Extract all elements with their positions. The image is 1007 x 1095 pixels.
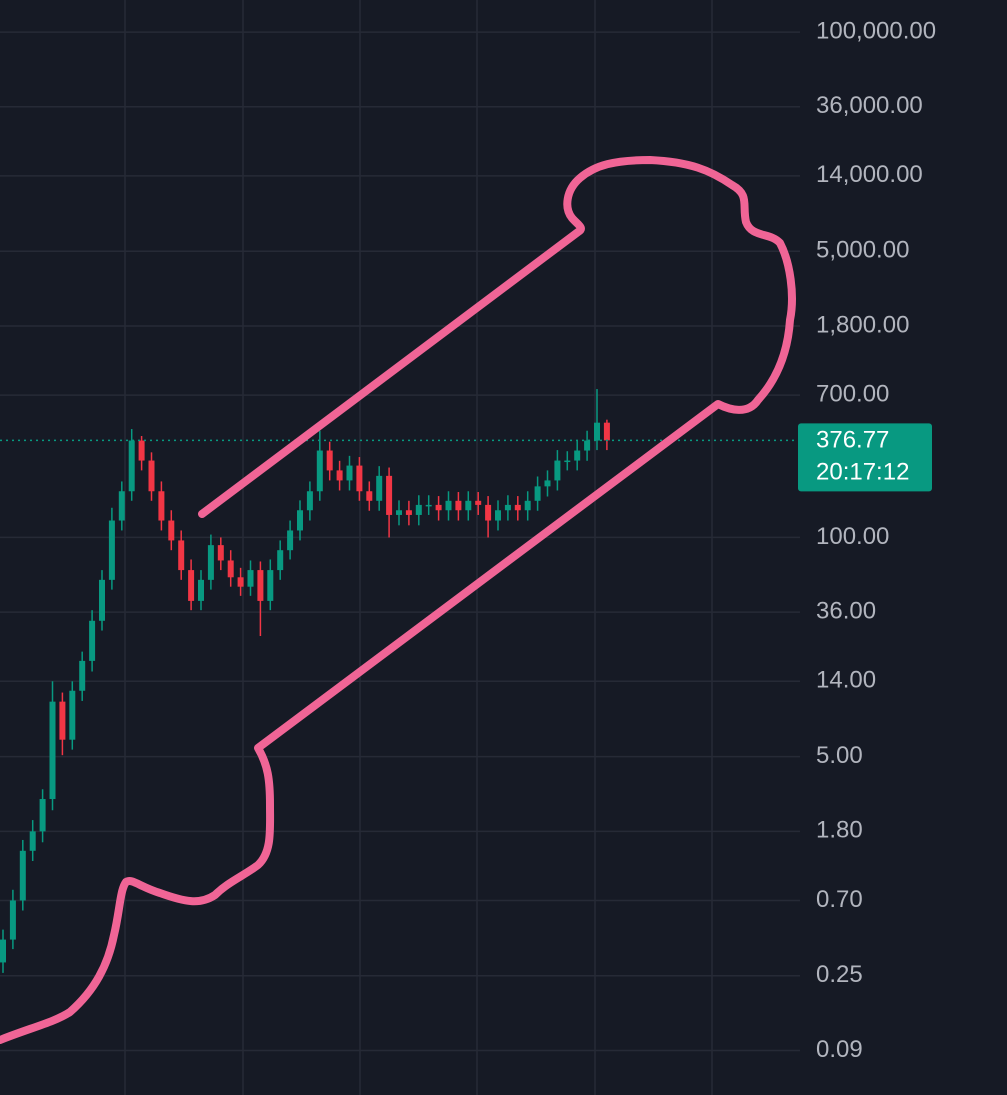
candle-body bbox=[316, 450, 323, 492]
y-tick-label: 5.00 bbox=[816, 742, 863, 769]
candle-body bbox=[0, 939, 6, 963]
candle-body bbox=[188, 570, 195, 601]
candle-body bbox=[356, 465, 363, 492]
candle-body bbox=[118, 491, 125, 521]
candle-body bbox=[435, 504, 442, 511]
candle-body bbox=[514, 504, 521, 511]
drawn-annotation bbox=[0, 156, 796, 1044]
candle-body bbox=[455, 500, 462, 511]
candles bbox=[0, 389, 610, 973]
countdown-label: 20:17:12 bbox=[816, 459, 909, 486]
price-axis: 100,000.00 36,000.00 14,000.00 5,000.00 1,80… bbox=[798, 17, 936, 1063]
candle-body bbox=[554, 460, 561, 481]
candle-body bbox=[495, 510, 501, 521]
candle-body bbox=[257, 570, 264, 601]
last-price-label: 376.77 bbox=[816, 427, 889, 454]
candle-body bbox=[346, 465, 353, 481]
y-tick-label: 14,000.00 bbox=[816, 161, 923, 188]
y-tick-label: 36,000.00 bbox=[816, 92, 923, 119]
y-tick-label: 36.00 bbox=[816, 598, 876, 625]
candle-body bbox=[584, 440, 591, 451]
candle-body bbox=[326, 450, 333, 471]
candle-body bbox=[544, 480, 551, 487]
candle-body bbox=[405, 510, 412, 515]
candle-body bbox=[425, 504, 432, 507]
candle-body bbox=[207, 545, 214, 580]
candle-body bbox=[168, 520, 175, 541]
candle-body bbox=[603, 422, 610, 441]
horizontal-grid bbox=[0, 31, 800, 1052]
candle-body bbox=[415, 504, 422, 515]
candle-body bbox=[504, 504, 511, 511]
y-tick-label: 0.25 bbox=[816, 961, 863, 988]
candle-body bbox=[99, 579, 105, 621]
candle-body bbox=[396, 510, 402, 515]
candle-body bbox=[366, 491, 373, 501]
candle-body bbox=[79, 660, 86, 691]
candle-body bbox=[336, 470, 343, 481]
candle-body bbox=[108, 520, 115, 580]
candle-body bbox=[237, 577, 244, 587]
candle-body bbox=[287, 530, 294, 551]
candle-body bbox=[59, 701, 66, 740]
candle-body bbox=[574, 450, 581, 461]
candle-body bbox=[247, 570, 254, 587]
candle-body bbox=[485, 504, 492, 521]
y-tick-label: 14.00 bbox=[816, 667, 876, 694]
candle-body bbox=[19, 850, 26, 901]
candle-body bbox=[277, 550, 284, 571]
candle-body bbox=[198, 579, 204, 601]
candle-body bbox=[29, 831, 36, 851]
y-tick-label: 700.00 bbox=[816, 380, 889, 407]
y-tick-label: 100.00 bbox=[816, 523, 889, 550]
candle-body bbox=[534, 486, 541, 501]
candle-body bbox=[148, 460, 155, 492]
candle-body bbox=[475, 500, 482, 505]
candle-body bbox=[39, 799, 46, 832]
candle-body bbox=[227, 560, 234, 578]
candle-body bbox=[267, 570, 274, 601]
y-tick-label: 100,000.00 bbox=[816, 17, 936, 44]
candle-body bbox=[445, 500, 452, 511]
candle-body bbox=[386, 475, 393, 515]
y-tick-label: 5,000.00 bbox=[816, 237, 909, 264]
y-tick-label: 0.09 bbox=[816, 1036, 863, 1063]
y-tick-label: 1.80 bbox=[816, 817, 863, 844]
y-tick-label: 1,800.00 bbox=[816, 311, 909, 338]
candle-body bbox=[306, 491, 313, 511]
candle-body bbox=[594, 422, 600, 441]
y-tick-label: 0.70 bbox=[816, 886, 863, 913]
candle-body bbox=[524, 500, 531, 511]
candle-body bbox=[89, 620, 96, 661]
vertical-grid bbox=[124, 0, 713, 1095]
candle-body bbox=[128, 440, 135, 492]
candle-body bbox=[564, 460, 571, 463]
candle-body bbox=[376, 475, 383, 501]
candle-body bbox=[178, 540, 185, 571]
candle-body bbox=[217, 545, 224, 561]
candle-body bbox=[138, 440, 145, 461]
candle-body bbox=[465, 500, 472, 511]
candle-body bbox=[158, 491, 165, 521]
candle-body bbox=[297, 510, 303, 531]
candle-body bbox=[49, 701, 56, 800]
candle-body bbox=[69, 690, 76, 740]
last-price-box bbox=[798, 423, 932, 492]
candle-body bbox=[9, 900, 16, 940]
